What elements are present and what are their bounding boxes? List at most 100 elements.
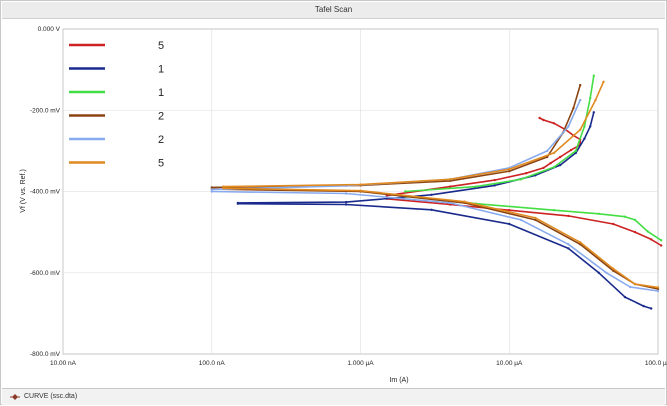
- series-5-cathodic-line: [211, 190, 659, 292]
- series-3-point: [589, 96, 592, 100]
- series-6-point: [534, 216, 537, 220]
- series-2-point: [650, 307, 653, 310]
- series-2-point: [559, 163, 562, 167]
- series-5-point: [567, 125, 570, 128]
- series-2-point: [642, 304, 645, 308]
- series-5-point: [567, 243, 570, 246]
- series-2-point: [344, 200, 348, 204]
- x-axis-title: Im (A): [389, 377, 408, 384]
- y-tick-label: 0.000 V: [38, 26, 61, 33]
- series-3-point: [633, 218, 637, 222]
- series-3-point: [404, 190, 407, 193]
- series-6: [222, 80, 660, 289]
- series-2-point: [508, 222, 511, 226]
- series-6-point: [508, 168, 511, 171]
- series-3-point: [660, 239, 663, 242]
- series-layer: [210, 74, 663, 310]
- series-3-point: [597, 212, 600, 215]
- series-6-point: [633, 282, 637, 286]
- series-1-point: [612, 222, 615, 226]
- series-1-point: [567, 214, 570, 218]
- series-2-point: [236, 202, 240, 205]
- series-3-anodic-line: [405, 75, 595, 193]
- series-1-point: [493, 178, 496, 182]
- legend-label: 1: [158, 87, 164, 99]
- series-4-point: [534, 218, 537, 222]
- series-3-cathodic-line: [405, 195, 662, 241]
- series-5-point: [605, 271, 608, 274]
- series-6-point: [602, 80, 605, 84]
- series-5-point: [448, 201, 452, 205]
- series-4-point: [579, 83, 582, 87]
- series-6-point: [579, 128, 582, 131]
- series-1-point: [448, 185, 452, 188]
- series-4-point: [210, 186, 213, 189]
- series-1-point: [660, 244, 663, 247]
- series-1-point: [525, 172, 528, 175]
- series-2-point: [430, 208, 433, 211]
- series-6-point: [552, 151, 556, 155]
- legend-label: 5: [158, 40, 164, 52]
- series-4-point: [572, 107, 575, 110]
- x-tick-label: 10.00 nA: [50, 360, 77, 367]
- y-tick-label: -200.0 mV: [30, 107, 61, 114]
- series-5-point: [210, 188, 213, 191]
- series-6-point: [612, 267, 615, 270]
- series-2-point: [493, 184, 496, 187]
- series-2-point: [597, 271, 600, 274]
- x-tick-label: 100.0 nA: [199, 360, 226, 367]
- series-6-point: [656, 286, 660, 289]
- series-1-point: [633, 230, 637, 234]
- series-1-point: [508, 209, 511, 212]
- series-6-point: [222, 187, 225, 190]
- series-2-point: [592, 111, 595, 114]
- curve-label[interactable]: CURVE (ssc.dta): [24, 393, 78, 400]
- series-5-point: [579, 98, 582, 102]
- series-5-point: [629, 285, 632, 289]
- x-tick-label: 1.000 µA: [347, 360, 374, 367]
- series-1-point: [650, 238, 653, 241]
- series-5-point: [519, 218, 523, 222]
- series-5: [210, 98, 660, 293]
- series-4-point: [508, 170, 511, 173]
- series-3-point: [623, 215, 627, 218]
- legend-label: 2: [158, 134, 164, 146]
- legend-label: 1: [158, 64, 164, 76]
- curve-marker-icon: [10, 394, 20, 400]
- series-3-point: [592, 74, 595, 77]
- y-tick-label: -400.0 mV: [30, 189, 61, 196]
- chart-title: Tafel Scan: [2, 2, 665, 19]
- x-tick-label: 10.00 µA: [496, 360, 523, 367]
- y-axis-title: Vf (V vs. Ref.): [20, 169, 27, 213]
- series-1-point: [542, 166, 545, 170]
- x-tick-labels: 10.00 nA 100.0 nA 1.000 µA 10.00 µA 100.0 µA: [50, 360, 667, 367]
- series-3-point: [475, 185, 478, 188]
- series-6-point: [463, 200, 466, 203]
- series-2-point: [344, 203, 348, 206]
- series-6-point: [448, 178, 452, 181]
- y-tick-label: -600.0 mV: [30, 270, 61, 277]
- series-6-cathodic-line: [223, 187, 659, 289]
- series-6-point: [359, 189, 362, 192]
- series-3: [404, 74, 663, 242]
- series-1-point: [542, 118, 545, 122]
- series-2-point: [583, 137, 586, 140]
- series-5-point: [546, 149, 549, 153]
- series-6-point: [579, 241, 582, 244]
- legend-label: 2: [158, 111, 164, 123]
- legend: 5 1 1 2 2 5: [69, 40, 164, 170]
- series-6-point: [594, 98, 597, 102]
- x-tick-label: 100.0 µA: [645, 360, 667, 367]
- series-3-point: [646, 230, 649, 233]
- series-2-point: [567, 247, 570, 250]
- series-3-point: [552, 165, 556, 169]
- series-6-point: [359, 183, 362, 186]
- series-3-point: [519, 178, 523, 181]
- series-5-point: [656, 289, 660, 293]
- series-3-point: [552, 209, 556, 212]
- series-1-point: [538, 116, 541, 120]
- series-5-point: [344, 192, 348, 195]
- y-tick-label: -800.0 mV: [30, 351, 61, 358]
